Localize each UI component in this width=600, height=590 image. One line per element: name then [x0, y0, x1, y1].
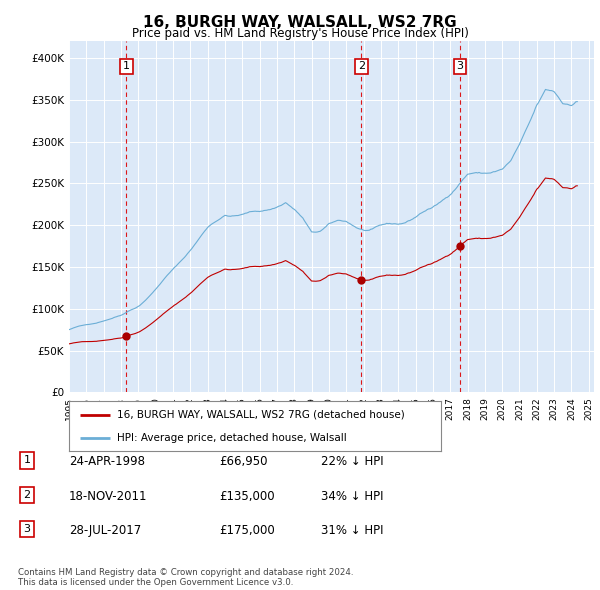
Text: 3: 3 — [457, 61, 464, 71]
Text: Price paid vs. HM Land Registry's House Price Index (HPI): Price paid vs. HM Land Registry's House … — [131, 27, 469, 40]
Text: 2: 2 — [358, 61, 365, 71]
Text: £175,000: £175,000 — [219, 524, 275, 537]
Text: HPI: Average price, detached house, Walsall: HPI: Average price, detached house, Wals… — [118, 433, 347, 443]
Text: 16, BURGH WAY, WALSALL, WS2 7RG: 16, BURGH WAY, WALSALL, WS2 7RG — [143, 15, 457, 30]
Text: 31% ↓ HPI: 31% ↓ HPI — [321, 524, 383, 537]
Text: 22% ↓ HPI: 22% ↓ HPI — [321, 455, 383, 468]
Text: £135,000: £135,000 — [219, 490, 275, 503]
Text: £66,950: £66,950 — [219, 455, 268, 468]
Text: 1: 1 — [123, 61, 130, 71]
Text: 28-JUL-2017: 28-JUL-2017 — [69, 524, 141, 537]
Text: 18-NOV-2011: 18-NOV-2011 — [69, 490, 148, 503]
Text: 3: 3 — [23, 524, 31, 534]
Text: 2: 2 — [23, 490, 31, 500]
Text: 16, BURGH WAY, WALSALL, WS2 7RG (detached house): 16, BURGH WAY, WALSALL, WS2 7RG (detache… — [118, 409, 405, 419]
Text: 24-APR-1998: 24-APR-1998 — [69, 455, 145, 468]
Text: 1: 1 — [23, 455, 31, 466]
Text: Contains HM Land Registry data © Crown copyright and database right 2024.
This d: Contains HM Land Registry data © Crown c… — [18, 568, 353, 587]
Text: 34% ↓ HPI: 34% ↓ HPI — [321, 490, 383, 503]
